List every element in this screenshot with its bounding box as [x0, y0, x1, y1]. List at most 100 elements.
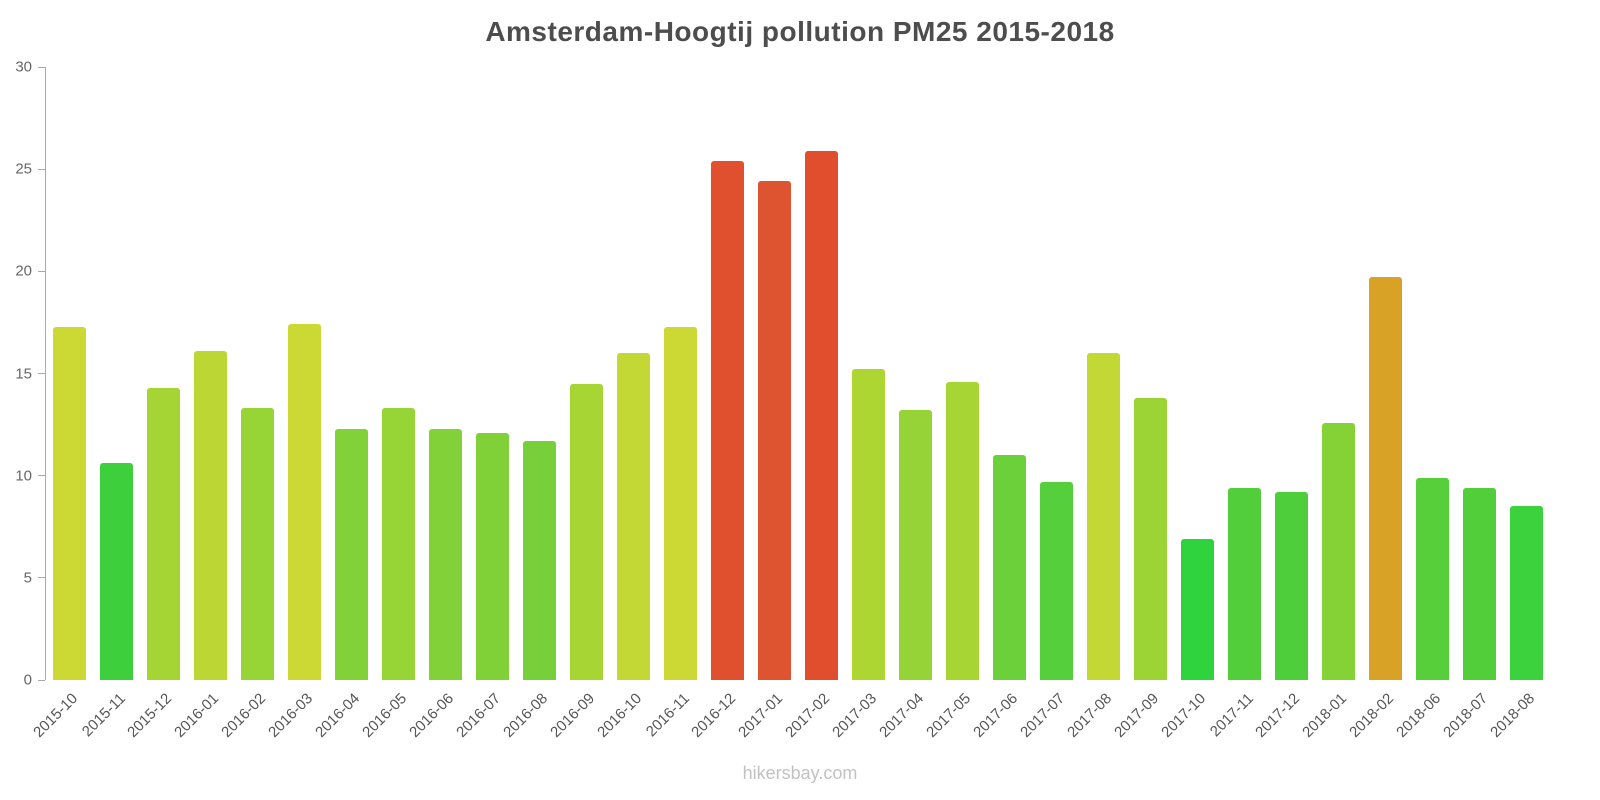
bar-slot: 2016-11	[642, 67, 704, 740]
bar-2017-11[interactable]	[1228, 487, 1261, 680]
x-tick-label: 2018-07	[1440, 690, 1492, 741]
bar-2018-07[interactable]	[1463, 487, 1496, 680]
x-tick-label: 2016-12	[688, 690, 740, 741]
bar-2017-09[interactable]	[1134, 398, 1167, 680]
x-tick-label: 2016-11	[642, 690, 693, 741]
bar-2018-02[interactable]	[1369, 277, 1402, 680]
bar-slot: 2015-11	[78, 67, 140, 740]
x-tick-label: 2016-09	[547, 690, 599, 741]
x-tick-label: 2017-12	[1252, 690, 1304, 741]
bar-2017-10[interactable]	[1181, 539, 1214, 680]
bar-2016-10[interactable]	[617, 353, 650, 680]
x-tick-label: 2016-04	[312, 690, 364, 741]
bar-slot: 2016-03	[266, 67, 328, 741]
x-tick-label: 2017-01	[735, 690, 787, 741]
x-tick-label: 2015-11	[78, 690, 129, 741]
bar-2016-11[interactable]	[664, 326, 697, 680]
bar-2016-12[interactable]	[711, 161, 744, 680]
bar-slot: 2017-07	[1018, 67, 1080, 741]
y-tick-label: 10	[15, 467, 32, 485]
plot-area: 2015-10 2015-11 2015-12 2016-01 2016-02 2016-…	[31, 67, 1550, 741]
y-tick-mark	[38, 373, 45, 374]
bar-slot: 2017-10	[1159, 67, 1221, 741]
y-tick-label: 20	[15, 262, 32, 280]
x-tick-label: 2016-06	[406, 690, 458, 741]
bar-2016-04[interactable]	[335, 428, 368, 680]
bar-slot: 2017-03	[830, 67, 892, 741]
bar-slot: 2018-02	[1347, 67, 1409, 741]
bar-slot: 2016-08	[501, 67, 563, 741]
bar-2016-03[interactable]	[288, 324, 321, 680]
bar-slot: 2015-12	[125, 67, 187, 741]
bar-2015-12[interactable]	[147, 387, 180, 680]
bar-slot: 2017-01	[736, 67, 798, 741]
bar-2016-09[interactable]	[570, 383, 603, 680]
x-tick-label: 2018-02	[1346, 690, 1398, 741]
bar-slot: 2016-05	[360, 67, 422, 741]
bar-slot: 2016-06	[407, 67, 469, 741]
y-tick-label: 5	[23, 569, 32, 587]
x-tick-label: 2017-09	[1111, 690, 1163, 741]
x-tick-label: 2017-06	[970, 690, 1022, 741]
bar-slot: 2016-02	[219, 67, 281, 741]
x-tick-label: 2016-07	[453, 690, 505, 741]
bar-slot: 2016-10	[595, 67, 657, 741]
bar-2017-05[interactable]	[946, 381, 979, 680]
bar-2016-06[interactable]	[429, 428, 462, 680]
plot-wrap: 2015-10 2015-11 2015-12 2016-01 2016-02 2016-…	[15, 59, 1550, 741]
x-tick-label: 2018-08	[1487, 690, 1539, 741]
bar-slot: 2016-12	[689, 67, 751, 741]
bar-2015-10[interactable]	[53, 326, 86, 680]
bar-slot: 2017-08	[1065, 67, 1127, 741]
bar-2017-08[interactable]	[1087, 353, 1120, 680]
bar-2016-08[interactable]	[523, 440, 556, 680]
x-tick-label: 2018-06	[1393, 690, 1445, 741]
x-tick-label: 2015-10	[30, 690, 82, 741]
x-tick-label: 2017-03	[829, 690, 881, 741]
y-tick-mark	[38, 270, 45, 272]
bar-slot: 2016-01	[172, 67, 234, 741]
y-tick-mark	[38, 475, 45, 477]
bar-slot: 2017-06	[971, 67, 1033, 741]
bar-slot: 2016-04	[313, 67, 375, 741]
bar-2015-11[interactable]	[100, 463, 133, 680]
bar-2016-05[interactable]	[382, 408, 415, 680]
bar-2018-08[interactable]	[1510, 506, 1543, 680]
x-tick-label: 2017-05	[923, 690, 975, 741]
bar-slot: 2017-09	[1112, 67, 1174, 741]
x-tick-label: 2017-08	[1064, 690, 1116, 741]
bar-2016-07[interactable]	[476, 432, 509, 680]
y-tick-label: 15	[15, 365, 32, 382]
x-tick-label: 2017-02	[782, 690, 834, 741]
bar-2018-01[interactable]	[1322, 422, 1355, 680]
y-tick-mark	[38, 577, 45, 579]
bar-slot: 2016-09	[548, 67, 610, 741]
bar-2017-04[interactable]	[899, 410, 932, 680]
y-tick-mark	[38, 168, 45, 170]
bar-slot: 2015-10	[31, 67, 93, 741]
bar-2016-02[interactable]	[241, 408, 274, 680]
bar-slot: 2018-06	[1394, 67, 1456, 741]
bar-slot: 2018-01	[1300, 67, 1362, 741]
bar-2017-12[interactable]	[1275, 492, 1308, 680]
bar-2017-01[interactable]	[758, 181, 791, 680]
y-tick-label: 30	[15, 58, 32, 76]
bar-2018-06[interactable]	[1416, 477, 1449, 680]
x-tick-label: 2018-01	[1299, 690, 1351, 741]
footer-watermark: hikersbay.com	[742, 763, 858, 783]
chart-title: Amsterdam-Hoogtij pollution PM25 2015-20…	[485, 16, 1115, 47]
bar-2017-02[interactable]	[805, 150, 838, 680]
bar-slot: 2017-04	[877, 67, 939, 741]
bar-2017-06[interactable]	[993, 455, 1026, 680]
bar-2017-07[interactable]	[1040, 481, 1073, 680]
bar-2017-03[interactable]	[852, 369, 885, 680]
y-tick-label: 0	[23, 671, 32, 689]
bar-slot: 2016-07	[454, 67, 516, 741]
x-tick-label: 2015-12	[124, 690, 176, 741]
x-tick-label: 2016-01	[171, 690, 223, 741]
bar-2016-01[interactable]	[194, 351, 227, 680]
bar-slot: 2017-12	[1253, 67, 1315, 741]
y-tick-label: 25	[15, 160, 32, 178]
x-tick-label: 2017-04	[876, 690, 928, 741]
